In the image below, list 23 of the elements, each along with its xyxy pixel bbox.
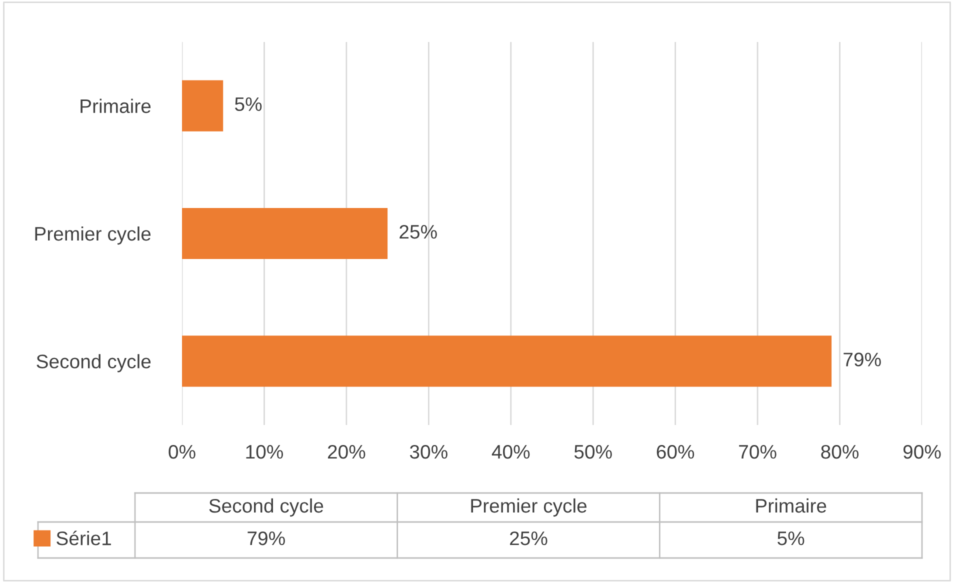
category-label: Premier cycle — [471, 498, 587, 517]
category-label: Second cycle — [209, 498, 324, 517]
x-tick-label: 90% — [903, 444, 941, 459]
y-tick-label: Second cycle — [36, 354, 151, 372]
legend-label: Série1 — [56, 530, 111, 546]
x-tick-label: 10% — [246, 444, 283, 459]
data-label: 79% — [844, 352, 881, 366]
x-tick-label: 50% — [574, 444, 612, 459]
data-label: 5% — [235, 97, 262, 112]
x-tick-label: 80% — [821, 444, 859, 459]
text: 79% — [248, 531, 285, 546]
x-tick-label: 20% — [328, 444, 366, 459]
x-tick-label: 30% — [410, 444, 448, 459]
text: 5% — [778, 532, 804, 546]
data-label: 25% — [400, 224, 437, 239]
y-tick-label: Premier cycle — [35, 226, 151, 245]
y-tick-label: Primaire — [80, 98, 151, 114]
x-tick-label: 0% — [168, 444, 196, 459]
text: 25% — [510, 531, 548, 546]
x-tick-label: 60% — [656, 444, 694, 459]
x-tick-label: 70% — [739, 444, 776, 459]
category-label: Primaire — [756, 498, 826, 513]
x-tick-label: 40% — [492, 444, 530, 459]
